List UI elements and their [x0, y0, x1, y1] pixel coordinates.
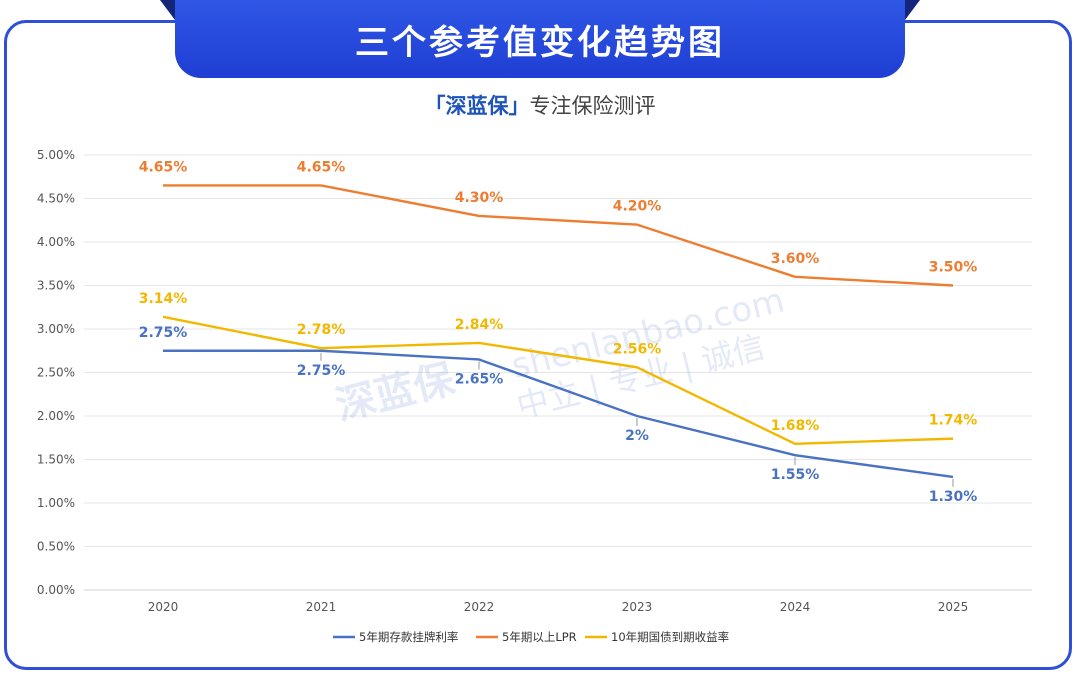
data-labels: 2.75% 2.75% 2.65% 2% 1.55% 1.30% 4.65% 4.65% 4.3… — [139, 159, 978, 504]
legend-label: 10年期国债到期收益率 — [611, 630, 729, 644]
data-label: 3.60% — [771, 251, 820, 267]
data-label: 2.75% — [139, 325, 188, 341]
x-tick-label: 2020 — [148, 600, 179, 614]
y-tick-label: 2.50% — [37, 366, 75, 380]
brand-name: 「深蓝保」 — [424, 94, 530, 118]
y-tick-label: 1.00% — [37, 496, 75, 510]
data-label: 2.56% — [613, 341, 662, 357]
y-tick-label: 4.00% — [37, 235, 75, 249]
series-line-1 — [163, 184, 954, 287]
data-label: 3.14% — [139, 291, 188, 307]
data-label: 2% — [625, 428, 649, 444]
data-label: 1.74% — [929, 413, 978, 429]
series-line-0 — [163, 349, 954, 479]
y-tick-label: 0.50% — [37, 540, 75, 554]
y-tick-label: 4.50% — [37, 192, 75, 206]
series-lines — [162, 184, 954, 479]
legend-label: 5年期存款挂牌利率 — [359, 630, 458, 644]
y-tick-label: 1.50% — [37, 453, 75, 467]
watermark-logo-text: 深蓝保 — [331, 356, 460, 430]
data-label: 4.65% — [139, 159, 188, 175]
y-tick-label: 2.00% — [37, 409, 75, 423]
data-label: 2.78% — [297, 322, 346, 338]
x-tick-label: 2022 — [464, 600, 495, 614]
data-label: 4.30% — [455, 190, 504, 206]
x-tick-label: 2021 — [306, 600, 337, 614]
data-label: 4.65% — [297, 159, 346, 175]
data-label: 2.84% — [455, 317, 504, 333]
x-tick-label: 2024 — [780, 600, 811, 614]
brand-tagline: 专注保险测评 — [529, 94, 656, 118]
grid-lines — [84, 154, 1032, 591]
data-label: 3.50% — [929, 260, 978, 276]
y-tick-label: 0.00% — [37, 583, 75, 597]
chart-title: 三个参考值变化趋势图 — [355, 22, 725, 63]
data-label: 1.30% — [929, 489, 978, 505]
data-label: 2.65% — [455, 371, 504, 387]
x-axis: 2020 2021 2022 2023 2024 2025 — [148, 600, 969, 614]
card-frame — [4, 20, 1072, 670]
series-line-2 — [162, 315, 954, 446]
y-tick-label: 3.00% — [37, 322, 75, 336]
legend-label: 5年期以上LPR — [502, 630, 577, 644]
legend: 5年期存款挂牌利率 5年期以上LPR 10年期国债到期收益率 — [333, 630, 729, 644]
x-tick-label: 2025 — [938, 600, 969, 614]
y-axis: 0.00% 0.50% 1.00% 1.50% 2.00% 2.50% 3.00% 3.50%… — [37, 148, 75, 597]
x-tick-label: 2023 — [622, 600, 653, 614]
y-tick-label: 3.50% — [37, 279, 75, 293]
data-label: 4.20% — [613, 199, 662, 215]
subtitle: 「深蓝保」专注保险测评 — [0, 90, 1080, 120]
data-label: 1.68% — [771, 418, 820, 434]
banner-right-fold — [905, 0, 920, 20]
data-label: 2.75% — [297, 363, 346, 379]
title-banner: 三个参考值变化趋势图 — [175, 0, 905, 78]
banner-left-fold — [160, 0, 175, 20]
y-tick-label: 5.00% — [37, 148, 75, 162]
data-label: 1.55% — [771, 467, 820, 483]
